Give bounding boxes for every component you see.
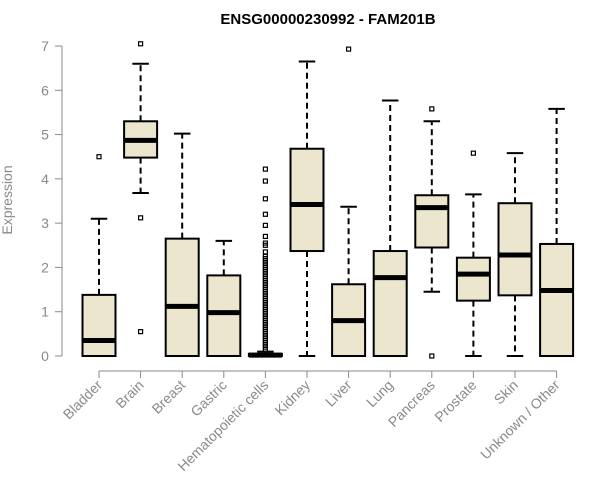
box-gastric xyxy=(206,239,242,357)
x-tick-label: Breast xyxy=(148,377,188,417)
outlier-point xyxy=(262,249,268,255)
y-tick-label: 1 xyxy=(41,304,49,320)
box-skin xyxy=(497,152,533,357)
y-tick-label: 7 xyxy=(41,38,49,54)
box-bladder xyxy=(81,154,117,357)
iqr-box xyxy=(372,250,408,358)
outlier-point xyxy=(262,166,268,172)
outlier-point xyxy=(262,233,268,240)
box-brain xyxy=(123,41,159,335)
outlier-point xyxy=(262,211,268,217)
x-tick-label: Lung xyxy=(363,377,396,410)
y-tick-label: 4 xyxy=(41,171,49,187)
x-tick-label: Skin xyxy=(491,377,522,408)
y-axis: 0 1 2 3 4 5 6 7 xyxy=(41,38,63,364)
outlier-point xyxy=(262,196,268,202)
box-breast xyxy=(164,132,200,357)
iqr-box xyxy=(164,237,200,357)
iqr-box xyxy=(497,202,533,297)
outlier-point xyxy=(138,215,144,221)
y-tick-label: 0 xyxy=(41,348,49,364)
x-tick-label: Unknown / Other xyxy=(477,377,563,463)
outlier-point xyxy=(470,150,476,156)
iqr-box xyxy=(414,194,450,249)
outlier-point xyxy=(429,106,435,112)
iqr-box xyxy=(455,256,491,302)
outlier-point xyxy=(429,353,435,359)
outlier-point xyxy=(262,240,268,246)
box-lung xyxy=(372,99,408,358)
box-hematopoietic-cells xyxy=(247,166,283,358)
x-tick-label: Brain xyxy=(112,377,146,411)
y-tick-label: 2 xyxy=(41,259,49,275)
x-tick-label: Bladder xyxy=(60,377,106,423)
outlier-point xyxy=(96,154,102,160)
outlier-point xyxy=(262,222,268,228)
iqr-box xyxy=(81,293,117,357)
box-kidney xyxy=(289,60,325,357)
x-tick-label: Prostate xyxy=(431,377,479,425)
y-axis-label: Expression xyxy=(0,165,15,234)
box-liver xyxy=(331,46,367,357)
iqr-box xyxy=(539,242,575,357)
outlier-point xyxy=(138,329,144,335)
outlier-point xyxy=(346,46,352,52)
y-tick-label: 6 xyxy=(41,82,49,98)
box-group xyxy=(81,41,575,359)
x-tick-label: Liver xyxy=(322,377,355,410)
box-prostate xyxy=(455,150,491,357)
box-pancreas xyxy=(414,106,450,359)
iqr-box xyxy=(289,147,325,253)
y-tick-label: 3 xyxy=(41,215,49,231)
iqr-box xyxy=(206,274,242,357)
chart-title: ENSG00000230992 - FAM201B xyxy=(220,11,435,28)
outlier-point xyxy=(138,41,144,47)
outlier-point xyxy=(262,178,268,184)
y-tick-label: 5 xyxy=(41,127,49,143)
box-unknown-other xyxy=(539,107,575,357)
x-tick-label: Kidney xyxy=(272,377,314,419)
